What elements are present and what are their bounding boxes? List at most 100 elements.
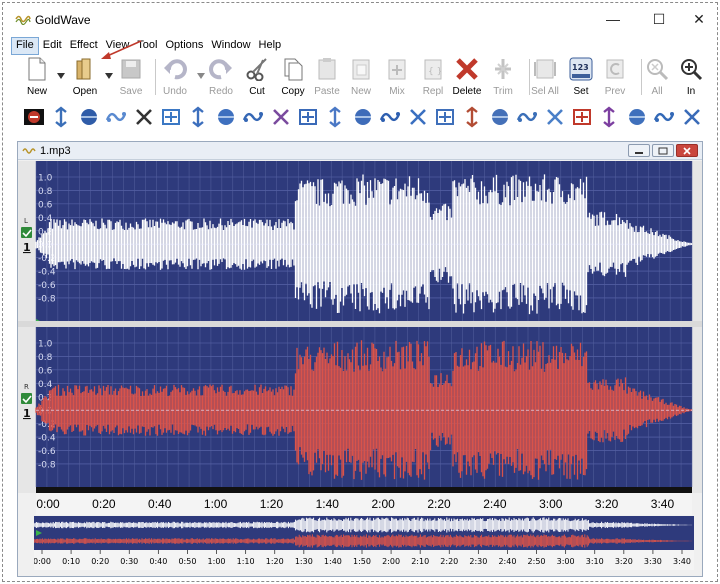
effect-button-5[interactable] (131, 104, 157, 130)
menu-window[interactable]: Window (211, 39, 251, 51)
trim-button[interactable]: Trim (481, 55, 525, 99)
effect-button-16[interactable] (432, 104, 458, 130)
effect-button-9[interactable] (240, 104, 266, 130)
time-ruler-label: 2:40 (483, 497, 507, 511)
replace-label: Repl (422, 86, 444, 97)
effect-button-8[interactable] (213, 104, 239, 130)
overview-time-label: 1:40 (324, 557, 342, 566)
right-channel[interactable]: 1.00.80.60.40.20.0-0.2-0.4-0.6-0.8 (35, 327, 693, 487)
overview-time-label: 2:50 (528, 557, 546, 566)
fan-icon (491, 109, 508, 125)
open-label: Open (72, 86, 98, 97)
effect-button-25[interactable] (679, 104, 705, 130)
new-dropdown-icon[interactable] (57, 73, 65, 79)
mix-button[interactable]: Mix (375, 55, 419, 99)
left-channel[interactable]: 1.00.80.60.40.20.0-0.2-0.4-0.6-0.8 (35, 161, 693, 321)
close-button[interactable]: ✕ (679, 7, 717, 31)
cut-button[interactable]: Cut (235, 55, 279, 99)
effect-button-21[interactable] (569, 104, 595, 130)
effect-button-6[interactable] (158, 104, 184, 130)
select-all-label: Sel All (531, 86, 559, 97)
set-button[interactable]: 123 Set (559, 55, 603, 99)
overview-waveform[interactable]: 0:00 0:10 0:20 0:30 0:40 0:50 1:00 1:10 1:20 1:30… (34, 516, 694, 570)
amplitude-tick-label: 0.8 (38, 187, 53, 197)
open-dropdown-icon[interactable] (105, 73, 113, 79)
menu-options[interactable]: Options (165, 39, 204, 51)
zoom-all-button[interactable]: All (635, 55, 679, 99)
menu-effect[interactable]: Effect (69, 39, 98, 51)
zoom-all-label: All (651, 86, 663, 97)
doc-close-button[interactable] (676, 144, 698, 157)
paste-label: Paste (314, 86, 340, 97)
delete-button[interactable]: Delete (445, 55, 489, 99)
time-ruler-label: 1:40 (315, 497, 339, 511)
effect-button-7[interactable] (185, 104, 211, 130)
left-channel-checkbox[interactable] (21, 227, 32, 238)
pan-icon (628, 109, 645, 125)
previous-button[interactable]: Prev (593, 55, 637, 99)
doc-maximize-button[interactable] (652, 144, 674, 157)
effect-button-20[interactable] (542, 104, 568, 130)
effect-button-12[interactable] (322, 104, 348, 130)
effect-button-18[interactable] (487, 104, 513, 130)
paste-new-icon (352, 59, 370, 80)
time-ruler-label: 3:00 (539, 497, 563, 511)
undo-dropdown-icon[interactable] (197, 73, 205, 79)
effect-button-4[interactable] (103, 104, 129, 130)
right-channel-checkbox[interactable] (21, 393, 32, 404)
undo-arrow-icon (164, 59, 187, 80)
copy-button[interactable]: Copy (271, 55, 315, 99)
effect-button-3[interactable] (76, 104, 102, 130)
effect-button-11[interactable] (295, 104, 321, 130)
channel-divider (18, 321, 702, 327)
node-link-icon (106, 112, 127, 122)
set-counter-icon: 123 (569, 57, 593, 81)
overview-time-label: 3:20 (615, 557, 633, 566)
amplitude-tick-label: 1.0 (38, 174, 53, 184)
time-ruler[interactable]: 0:00 0:20 0:40 1:00 1:20 1:40 2:00 2:20 2:40 3:00… (36, 493, 692, 515)
effect-button-1[interactable] (21, 104, 47, 130)
menu-edit[interactable]: Edit (42, 39, 62, 51)
overview-time-label: 2:30 (469, 557, 487, 566)
minimize-button[interactable]: — (593, 7, 633, 31)
effect-button-17[interactable] (459, 104, 485, 130)
effect-button-19[interactable] (514, 104, 540, 130)
toolbar-separator (155, 59, 156, 95)
time-ruler-label: 3:40 (650, 497, 675, 511)
redo-button[interactable]: Redo (199, 55, 243, 99)
save-button[interactable]: Save (109, 55, 153, 99)
zoom-in-button[interactable]: In (669, 55, 713, 99)
replace-button[interactable]: { } Repl (411, 55, 455, 99)
new-button[interactable]: New (15, 55, 59, 99)
select-all-button[interactable]: Sel All (523, 55, 567, 99)
effect-button-23[interactable] (624, 104, 650, 130)
effect-button-14[interactable] (377, 104, 403, 130)
set-badge-text: 123 (572, 63, 589, 72)
fork-icon (546, 109, 563, 125)
doc-minimize-button[interactable] (628, 144, 650, 157)
left-channel-number: 1 (23, 241, 31, 254)
open-button[interactable]: Open (63, 55, 107, 99)
effect-button-10[interactable] (268, 104, 294, 130)
octagon-icon (272, 109, 289, 125)
paste-new-button[interactable]: New (339, 55, 383, 99)
effect-button-22[interactable] (596, 104, 622, 130)
selection-bar (36, 487, 692, 493)
waveform-display[interactable]: 1.00.80.60.40.20.0-0.2-0.4-0.6-0.8L11.00… (18, 161, 702, 493)
menu-file[interactable]: File (11, 37, 39, 55)
effect-button-13[interactable] (350, 104, 376, 130)
new-label: New (26, 86, 47, 97)
menu-tool[interactable]: Tool (137, 39, 158, 51)
menu-help[interactable]: Help (258, 39, 282, 51)
time-ruler-label: 0:40 (148, 497, 172, 511)
undo-label: Undo (163, 86, 187, 97)
overview-marker-icon[interactable] (36, 530, 42, 536)
undo-button[interactable]: Undo (153, 55, 197, 99)
maximize-button[interactable]: ☐ (639, 7, 679, 31)
paste-button[interactable]: Paste (305, 55, 349, 99)
overview-time-label: 2:20 (440, 557, 458, 566)
effect-button-24[interactable] (651, 104, 677, 130)
effect-button-2[interactable] (48, 104, 74, 130)
effect-button-15[interactable] (405, 104, 431, 130)
trim-icon (495, 59, 511, 79)
